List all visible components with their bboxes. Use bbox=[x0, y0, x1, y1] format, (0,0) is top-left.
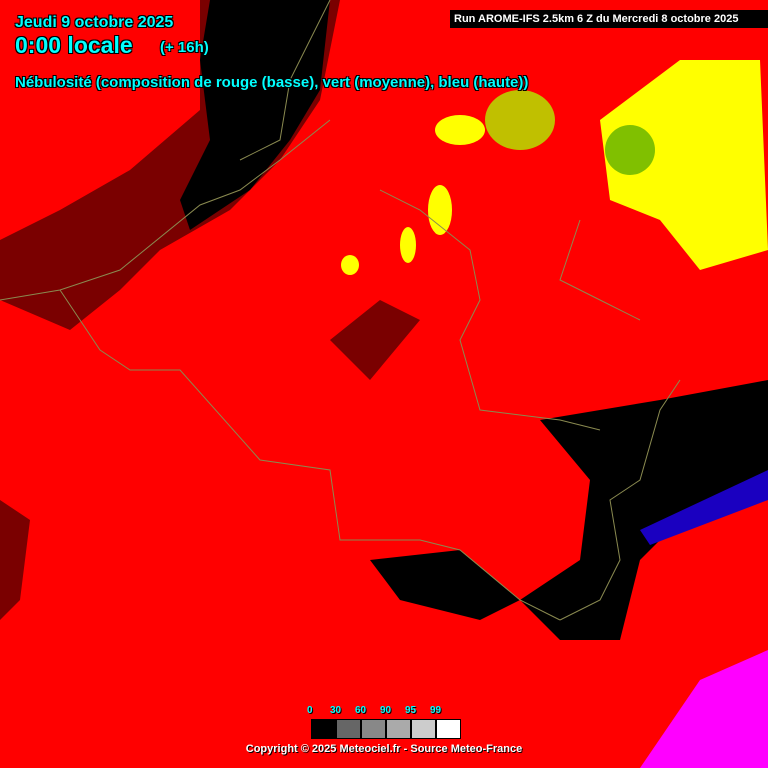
legend-swatch bbox=[411, 719, 436, 739]
legend-swatch bbox=[311, 719, 337, 739]
country-borders bbox=[0, 0, 681, 621]
high-low-cloud-area bbox=[640, 650, 768, 768]
map-description: Nébulosité (composition de rouge (basse)… bbox=[15, 74, 529, 91]
legend-label: 30 bbox=[330, 705, 342, 716]
legend-swatch bbox=[336, 719, 361, 739]
legend-label: 99 bbox=[430, 705, 442, 716]
forecast-time: 0:00 locale bbox=[15, 32, 133, 58]
legend-swatch bbox=[386, 719, 411, 739]
legend-label: 0 bbox=[307, 705, 313, 716]
legend-label: 90 bbox=[380, 705, 392, 716]
copyright: Copyright © 2025 Meteociel.fr - Source M… bbox=[245, 743, 523, 755]
legend-label: 95 bbox=[405, 705, 417, 716]
lead-time: (+ 16h) bbox=[160, 39, 209, 56]
mid-cloud-areas bbox=[341, 60, 768, 275]
clear-sky-areas bbox=[0, 0, 768, 640]
legend-label: 60 bbox=[355, 705, 367, 716]
legend-swatch bbox=[436, 719, 461, 739]
high-cloud-band bbox=[640, 470, 768, 545]
model-run-label: Run AROME-IFS 2.5km 6 Z du Mercredi 8 oc… bbox=[450, 10, 768, 28]
legend-swatch bbox=[361, 719, 386, 739]
forecast-date: Jeudi 9 octobre 2025 bbox=[15, 14, 174, 31]
